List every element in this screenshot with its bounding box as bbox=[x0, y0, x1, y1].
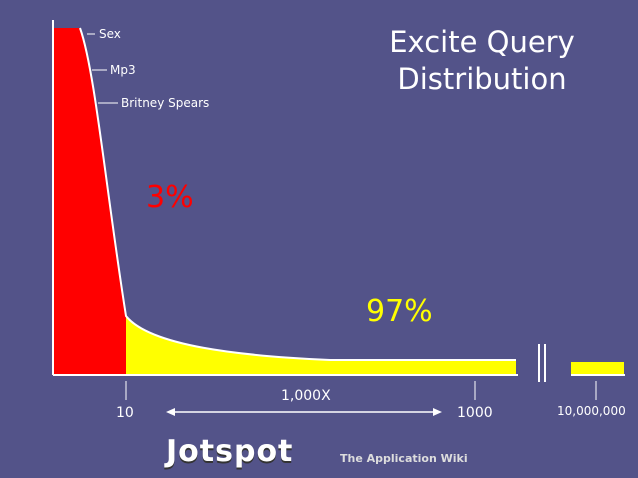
annotation-britney-spears: Britney Spears bbox=[121, 96, 210, 110]
distribution-curve bbox=[79, 27, 516, 361]
head-share-label: 3% bbox=[146, 180, 194, 215]
annotation-sex: Sex bbox=[99, 27, 121, 41]
footer-tagline: The Application Wiki bbox=[340, 452, 468, 465]
x-tick-label-10: 10 bbox=[116, 405, 134, 421]
tail-area-yellow bbox=[126, 316, 516, 374]
jotspot-logo: Jotspot bbox=[166, 434, 294, 469]
annotation-mp3: Mp3 bbox=[110, 63, 136, 77]
tail-share-label: 97% bbox=[366, 294, 433, 329]
x-tick-label-1000: 1000 bbox=[457, 405, 493, 421]
chart-title-line2: Distribution bbox=[397, 62, 567, 96]
head-area-red bbox=[54, 28, 126, 374]
span-arrow-right-head bbox=[433, 408, 442, 416]
far-tail-segment bbox=[571, 362, 624, 374]
x-tick-label-10000000: 10,000,000 bbox=[557, 404, 626, 418]
chart-title: Excite Query Distribution bbox=[366, 24, 598, 98]
chart-title-line1: Excite Query bbox=[389, 25, 575, 59]
span-label: 1,000X bbox=[281, 388, 331, 404]
span-arrow-left-head bbox=[166, 408, 175, 416]
